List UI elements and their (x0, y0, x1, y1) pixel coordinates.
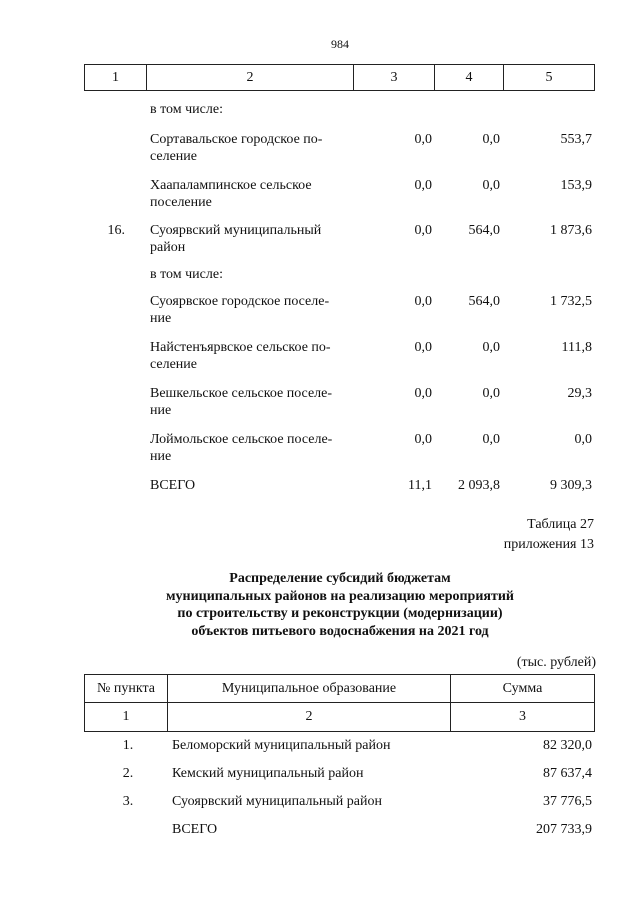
row-name: Сортавальское городское по- (150, 132, 323, 147)
row-name: ние (150, 403, 172, 418)
row-name: в том числе: (150, 267, 223, 282)
row-name: район (150, 240, 186, 255)
row-value-col5: 0,0 (574, 432, 593, 447)
row-value-col4: 0,0 (482, 132, 501, 147)
row-name: в том числе: (150, 102, 223, 117)
row-value-col5: 29,3 (567, 386, 593, 401)
row-value-col3: 0,0 (414, 432, 433, 447)
row-value-col4: 564,0 (468, 294, 501, 309)
title-line: Распределение субсидий бюджетам (229, 571, 451, 586)
header-cell: 4 (434, 64, 504, 91)
row-value-col4: 0,0 (482, 178, 501, 193)
row-sum: 37 776,5 (543, 794, 592, 809)
row-name: Лоймольское сельское поселе- (150, 432, 333, 447)
row-name: Суоярвский муниципальный (150, 223, 322, 238)
header-cell: № пункта (84, 674, 168, 703)
header-cell: 2 (146, 64, 354, 91)
row-name: Беломорский муниципальный район (172, 738, 391, 753)
row-name: Найстенъярвское сельское по- (150, 340, 331, 355)
row-number: 2. (122, 766, 134, 781)
row-value-col4: 0,0 (482, 386, 501, 401)
row-name: Кемский муниципальный район (172, 766, 364, 781)
page-number: 984 (331, 37, 349, 51)
units-label: (тыс. рублей) (516, 655, 596, 670)
table2-header: № пункта Муниципальное образование Сумма… (84, 674, 595, 732)
row-value-col4: 0,0 (482, 432, 501, 447)
row-number: 1. (122, 738, 134, 753)
row-value-col4: 564,0 (468, 223, 501, 238)
table-ref-line2: приложения 13 (503, 537, 594, 552)
table1-header: 1 2 3 4 5 (84, 64, 595, 91)
row-sum: 82 320,0 (543, 738, 592, 753)
row-value-col5: 553,7 (560, 132, 593, 147)
row-name: селение (150, 357, 197, 372)
row-name: Вешкельское сельское поселе- (150, 386, 333, 401)
row-name: ВСЕГО (150, 478, 196, 493)
row-sum: 87 637,4 (543, 766, 592, 781)
column-number-cell: 2 (167, 702, 451, 732)
header-cell: Сумма (450, 674, 595, 703)
table-title: Распределение субсидий бюджетам муниципа… (84, 570, 596, 640)
row-value-col3: 0,0 (414, 340, 433, 355)
row-sum: 207 733,9 (536, 822, 592, 837)
row-value-col4: 0,0 (482, 340, 501, 355)
row-name: ние (150, 449, 172, 464)
column-number-cell: 1 (84, 702, 168, 732)
row-value-col5: 111,8 (561, 340, 592, 355)
header-cell: Муниципальное образование (167, 674, 451, 703)
row-value-col3: 0,0 (414, 223, 433, 238)
row-name: селение (150, 149, 197, 164)
table-ref-line1: Таблица 27 (527, 517, 594, 532)
row-value-col3: 0,0 (414, 294, 433, 309)
row-value-col5: 153,9 (560, 178, 593, 193)
header-cell: 1 (84, 64, 147, 91)
row-name: Хаапалампинское сельское (150, 178, 312, 193)
row-value-col3: 11,1 (408, 478, 432, 493)
row-name: Суоярвское городское поселе- (150, 294, 330, 309)
row-value-col4: 2 093,8 (458, 478, 500, 493)
row-value-col3: 0,0 (414, 386, 433, 401)
row-number: 16. (107, 223, 126, 238)
row-value-col5: 1 873,6 (550, 223, 592, 238)
title-line: объектов питьевого водоснабжения на 2021… (191, 623, 489, 639)
row-name: ние (150, 311, 172, 326)
row-number: 3. (122, 794, 134, 809)
row-value-col5: 1 732,5 (550, 294, 592, 309)
title-line: муниципальных районов на реализацию меро… (166, 588, 514, 604)
column-number-cell: 3 (450, 702, 595, 732)
header-cell: 5 (503, 64, 595, 91)
row-name: поселение (150, 195, 212, 210)
header-cell: 3 (353, 64, 435, 91)
row-name: Суоярвский муниципальный район (172, 794, 382, 809)
row-value-col3: 0,0 (414, 178, 433, 193)
row-value-col3: 0,0 (414, 132, 433, 147)
row-name: ВСЕГО (172, 822, 218, 837)
row-value-col5: 9 309,3 (550, 478, 592, 493)
title-line: по строительству и реконструкции (модерн… (177, 606, 503, 621)
